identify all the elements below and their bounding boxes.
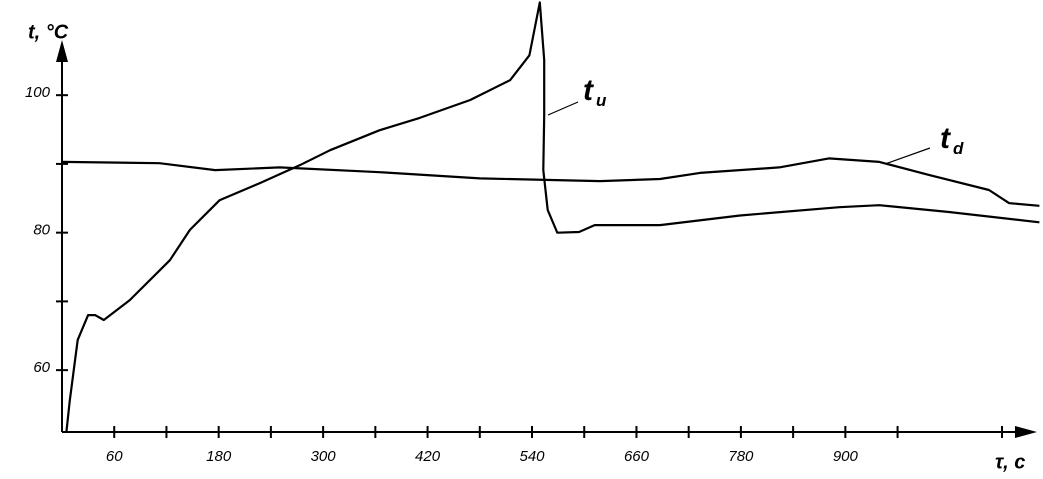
leader-line [884, 147, 931, 165]
x-tick-label: 900 [833, 448, 859, 465]
x-tick-label: 660 [624, 448, 650, 465]
series-name: t [583, 74, 595, 107]
y-axis-label: t, °C [28, 21, 69, 43]
series-subscript: d [953, 139, 964, 158]
x-tick-label: 780 [728, 448, 754, 465]
series-line [65, 1, 1040, 433]
y-axis-arrow [56, 40, 68, 62]
y-tick-label: 100 [25, 84, 51, 101]
leader-line [547, 101, 579, 116]
x-tick-label: 540 [519, 448, 545, 465]
x-tick-label: 180 [206, 448, 232, 465]
x-tick-label: 60 [106, 448, 123, 465]
x-axis-label: τ, c [995, 451, 1025, 473]
series-line [61, 157, 1040, 207]
x-tick-label: 420 [415, 448, 441, 465]
x-tick-label: 300 [311, 448, 337, 465]
y-tick-label: 80 [33, 222, 50, 239]
x-axis-arrow [1015, 426, 1037, 438]
y-tick-label: 60 [33, 359, 50, 376]
series-name: t [940, 122, 952, 155]
series-subscript: u [596, 91, 607, 110]
